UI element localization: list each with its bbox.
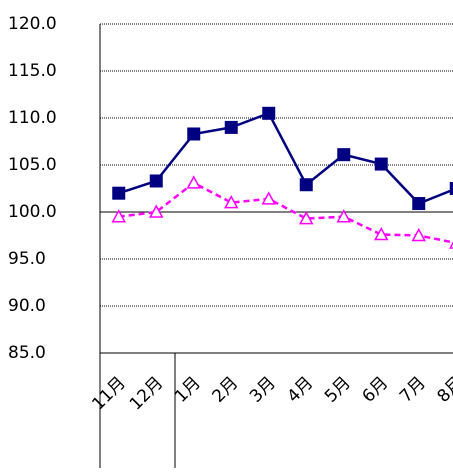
marker <box>223 195 239 209</box>
marker <box>148 204 164 218</box>
series-line <box>118 181 453 244</box>
y-tick-label: 95.0 <box>8 249 46 269</box>
marker <box>112 186 126 200</box>
marker <box>224 120 238 134</box>
marker <box>449 182 453 195</box>
y-tick-label: 115.0 <box>8 61 57 81</box>
marker <box>298 211 314 225</box>
y-tick-label: 90.0 <box>8 296 46 316</box>
y-tick-label: 110.0 <box>8 108 57 128</box>
y-tick-label: 105.0 <box>8 155 57 175</box>
marker <box>186 175 202 189</box>
marker <box>111 209 127 223</box>
y-tick-label: 85.0 <box>8 343 46 363</box>
marker <box>299 178 313 192</box>
marker <box>412 197 426 211</box>
series-line <box>118 111 453 206</box>
marker <box>373 226 389 241</box>
marker <box>448 241 453 249</box>
marker <box>336 209 352 223</box>
marker <box>411 227 427 242</box>
marker <box>374 157 388 171</box>
y-tick-label: 120.0 <box>8 14 57 34</box>
marker <box>337 148 351 162</box>
marker <box>149 174 163 188</box>
marker <box>262 106 276 120</box>
marker <box>187 127 201 141</box>
marker <box>261 191 277 205</box>
y-tick-label: 100.0 <box>8 202 57 222</box>
